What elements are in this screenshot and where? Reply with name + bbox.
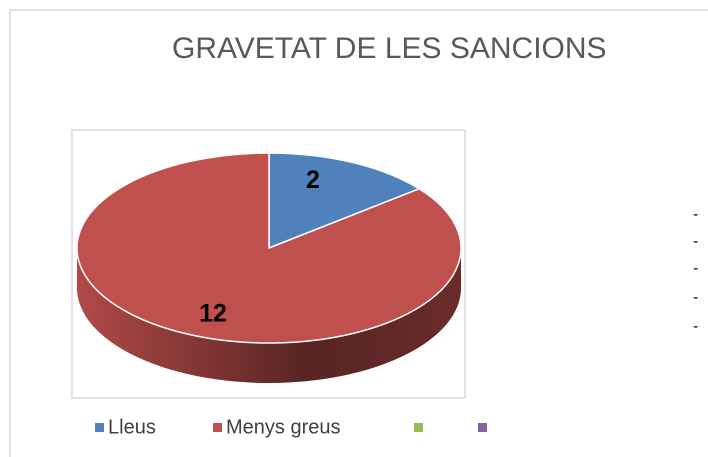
slice (76, 152, 462, 344)
plot-area (71, 129, 466, 399)
legend-swatch (213, 423, 222, 432)
data-label: 12 (199, 299, 227, 327)
legend-label: Lleus (108, 416, 156, 438)
legend-swatch (478, 423, 487, 432)
data-label: 2 (306, 166, 320, 194)
chart-title: GRAVETAT DE LES SANCIONS (172, 32, 607, 65)
list-bullet: - (693, 260, 698, 277)
legend-swatch (95, 423, 104, 432)
list-bullet: - (693, 318, 698, 335)
legend-label: Menys greus (226, 416, 341, 438)
list-bullet: - (693, 233, 698, 250)
side-shade (77, 248, 461, 383)
list-bullet: - (693, 206, 698, 223)
chart-frame (9, 9, 708, 457)
slice (268, 152, 420, 249)
list-bullet: - (693, 289, 698, 306)
legend-swatch (414, 423, 423, 432)
